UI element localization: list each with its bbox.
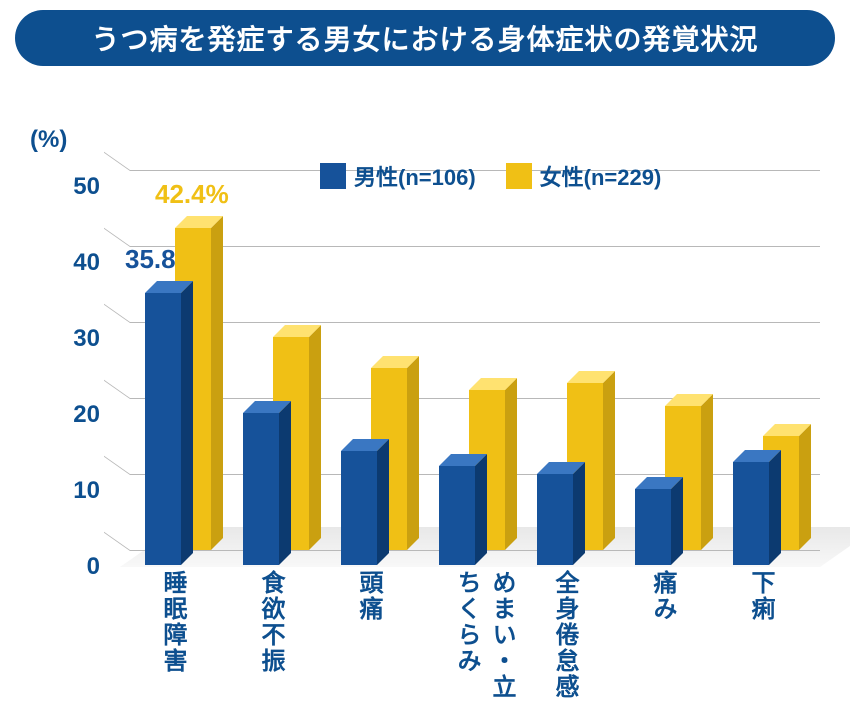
chart-container: うつ病を発症する男女における身体症状の発覚状況 (%) 35.8%42.4% 0… (0, 10, 850, 705)
legend-item-female: 女性(n=229) (506, 160, 662, 192)
legend-item-male: 男性(n=106) (320, 160, 476, 192)
bar-male-3 (439, 466, 475, 565)
x-label-5: 痛み (645, 570, 680, 622)
x-label-6: 下痢 (743, 570, 778, 622)
gridline-30 (130, 322, 820, 323)
bar-male-2 (341, 451, 377, 565)
legend-swatch-female (506, 163, 532, 189)
legend: 男性(n=106) 女性(n=229) (320, 160, 661, 192)
y-tick-10: 10 (50, 477, 100, 505)
legend-label-male: 男性(n=106) (354, 160, 476, 192)
y-tick-30: 30 (50, 325, 100, 353)
legend-swatch-male (320, 163, 346, 189)
bar-male-1 (243, 413, 279, 565)
gridline-40 (130, 246, 820, 247)
y-tick-0: 0 (50, 553, 100, 581)
plot-area: 35.8%42.4% (130, 135, 820, 565)
chart-area: 35.8%42.4% 01020304050 (50, 135, 820, 565)
chart-title: うつ病を発症する男女における身体症状の発覚状況 (15, 10, 835, 66)
x-label-4: 全身倦怠感 (547, 570, 582, 700)
x-label-1: 食欲不振 (253, 570, 288, 674)
x-label-3: めまい・立ちくらみ (449, 570, 519, 700)
y-tick-20: 20 (50, 401, 100, 429)
y-tick-50: 50 (50, 173, 100, 201)
x-label-0: 睡眠障害 (155, 570, 190, 674)
value-label-female-0: 42.4% (155, 179, 229, 210)
bar-male-6 (733, 462, 769, 565)
legend-label-female: 女性(n=229) (540, 160, 662, 192)
x-axis-labels: 睡眠障害 食欲不振 頭痛 めまい・立ちくらみ全身倦怠感 痛み 下痢 (130, 570, 820, 700)
bar-male-5 (635, 489, 671, 565)
bar-male-4 (537, 474, 573, 565)
y-tick-40: 40 (50, 249, 100, 277)
x-label-2: 頭痛 (351, 570, 386, 622)
bar-male-0 (145, 293, 181, 565)
